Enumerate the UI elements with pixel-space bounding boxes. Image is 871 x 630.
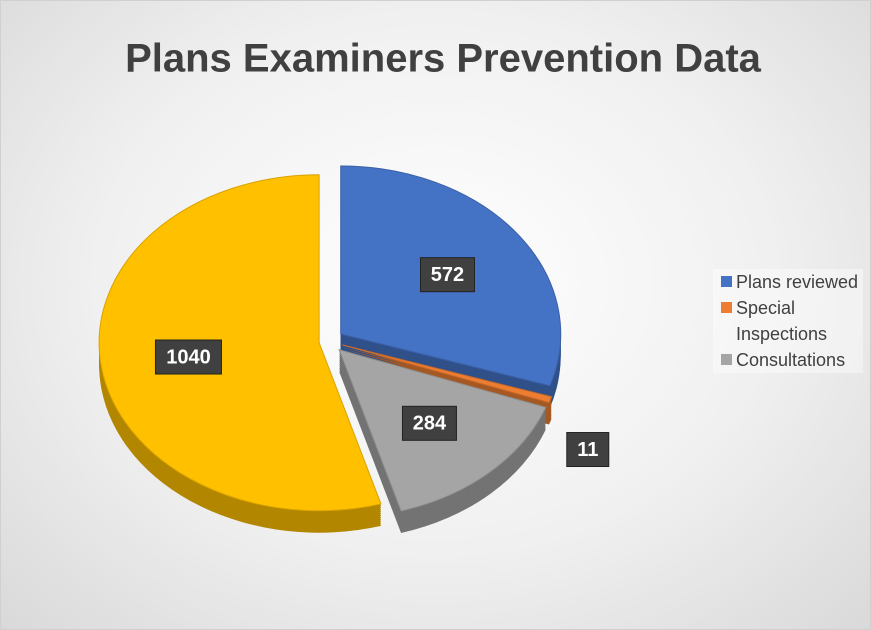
data-label: 572 [431, 264, 464, 286]
legend-swatch [721, 354, 732, 365]
data-label-box [419, 257, 475, 293]
legend-label: Consultations [736, 350, 846, 370]
legend-swatch [721, 276, 732, 287]
data-label: 284 [413, 413, 447, 435]
data-label-box [154, 339, 222, 375]
legend-item: Plans reviewed [713, 269, 863, 295]
legend-label: Plans reviewed [736, 272, 859, 292]
slice [98, 174, 382, 512]
data-label-box [401, 405, 457, 441]
data-label-box [566, 432, 610, 468]
legend: Plans reviewed Special Inspections Consult… [713, 269, 863, 373]
chart-title: Plans Examiners Prevention Data [125, 37, 762, 81]
legend-item: Special Inspections [713, 295, 863, 347]
slice [342, 344, 553, 404]
legend-item: Consultations [713, 347, 863, 373]
legend-label: Special Inspections [736, 298, 828, 344]
data-label: 1040 [166, 346, 211, 368]
slice-side [342, 346, 552, 405]
data-label: 11 [577, 439, 598, 461]
slice-side [342, 348, 552, 407]
legend-swatch [721, 302, 732, 313]
